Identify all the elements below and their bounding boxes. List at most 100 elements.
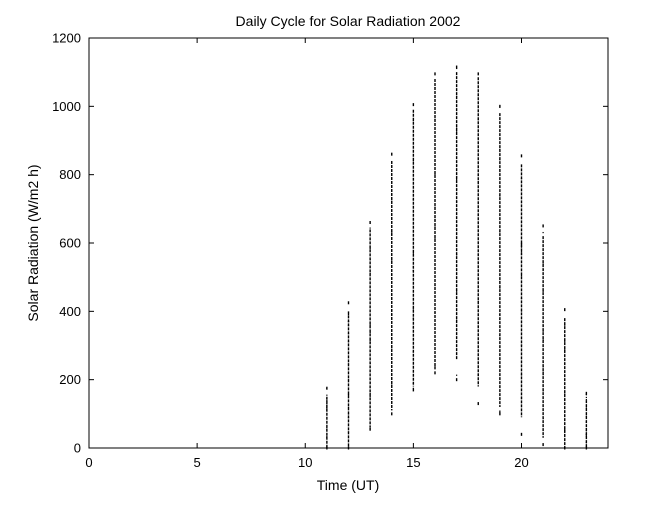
data-point [542, 263, 544, 265]
y-tick-label: 800 [59, 167, 81, 182]
y-tick-label: 400 [59, 304, 81, 319]
data-point [412, 309, 414, 311]
data-point [412, 351, 414, 353]
data-point [499, 335, 501, 337]
data-point-min [477, 402, 479, 406]
data-point [347, 341, 350, 343]
data-point [412, 266, 414, 268]
data-point [564, 324, 566, 326]
y-tick-label: 1000 [52, 99, 81, 114]
data-point [369, 362, 371, 365]
data-point-min [347, 446, 350, 450]
data-point [347, 320, 350, 323]
data-point [456, 164, 458, 166]
data-point [499, 318, 501, 320]
data-point [585, 435, 587, 437]
data-point [391, 384, 393, 386]
hour-column [585, 391, 588, 450]
data-point-max [326, 386, 328, 390]
data-point [585, 430, 587, 432]
data-point [520, 253, 523, 255]
hour-column [434, 72, 436, 375]
data-point [585, 415, 587, 417]
data-point [347, 363, 350, 365]
data-point [326, 405, 328, 407]
data-point [347, 379, 350, 381]
data-point [477, 174, 479, 176]
data-point [520, 275, 523, 277]
hour-column [520, 154, 523, 436]
data-point [499, 159, 501, 161]
data-point-min [564, 446, 566, 450]
hour-column [326, 386, 328, 450]
data-point [434, 217, 436, 219]
data-point [369, 350, 371, 352]
data-point [347, 333, 350, 335]
data-point [585, 407, 587, 409]
chart-title: Daily Cycle for Solar Radiation 2002 [236, 13, 461, 29]
data-point [542, 231, 544, 234]
data-point-min [412, 388, 415, 392]
data-point [499, 280, 501, 283]
data-point [542, 269, 544, 271]
data-point [564, 428, 566, 430]
data-point [434, 219, 436, 221]
data-point [391, 274, 393, 276]
data-point-min [434, 371, 436, 375]
data-point [477, 322, 479, 324]
data-point-max [564, 308, 566, 312]
data-point [542, 361, 544, 363]
data-point [369, 248, 371, 250]
data-point [412, 160, 414, 162]
data-point [542, 390, 544, 392]
data-point [412, 252, 414, 254]
data-point [585, 442, 587, 444]
data-point [456, 188, 458, 190]
hour-column [455, 65, 458, 382]
data-point-max [477, 72, 479, 76]
data-point [412, 327, 414, 329]
data-point [477, 137, 479, 139]
y-tick-label: 0 [74, 441, 81, 456]
data-point [434, 238, 436, 240]
data-point [585, 398, 587, 401]
data-point [585, 433, 587, 435]
data-point [499, 287, 501, 289]
data-point [434, 118, 436, 120]
data-point [499, 195, 501, 197]
data-point [434, 188, 436, 191]
data-point [434, 311, 436, 314]
data-point [326, 435, 328, 438]
data-point [369, 338, 371, 340]
data-point-max [369, 221, 371, 224]
data-point-max [520, 154, 523, 158]
data-point [412, 307, 414, 309]
x-axis-label: Time (UT) [317, 477, 379, 493]
data-point [542, 418, 544, 420]
data-point-min [585, 446, 588, 450]
y-tick-label: 200 [59, 372, 81, 387]
data-point [456, 254, 458, 256]
data-point [434, 366, 436, 368]
hour-column [499, 104, 501, 416]
data-point [499, 314, 501, 316]
hour-column [564, 308, 566, 450]
data-point [585, 427, 587, 430]
data-point [585, 421, 587, 423]
data-point [391, 260, 393, 262]
data-point-max [499, 104, 501, 108]
data-point [564, 399, 566, 401]
data-point-min [499, 412, 501, 416]
data-point [499, 411, 501, 413]
data-point [326, 399, 328, 402]
data-point [477, 94, 479, 97]
data-point [347, 313, 350, 316]
data-point [564, 340, 566, 343]
data-point-max [412, 103, 415, 107]
data-point [369, 227, 371, 229]
data-point [326, 429, 328, 431]
data-point [434, 206, 436, 208]
data-point [347, 413, 350, 415]
